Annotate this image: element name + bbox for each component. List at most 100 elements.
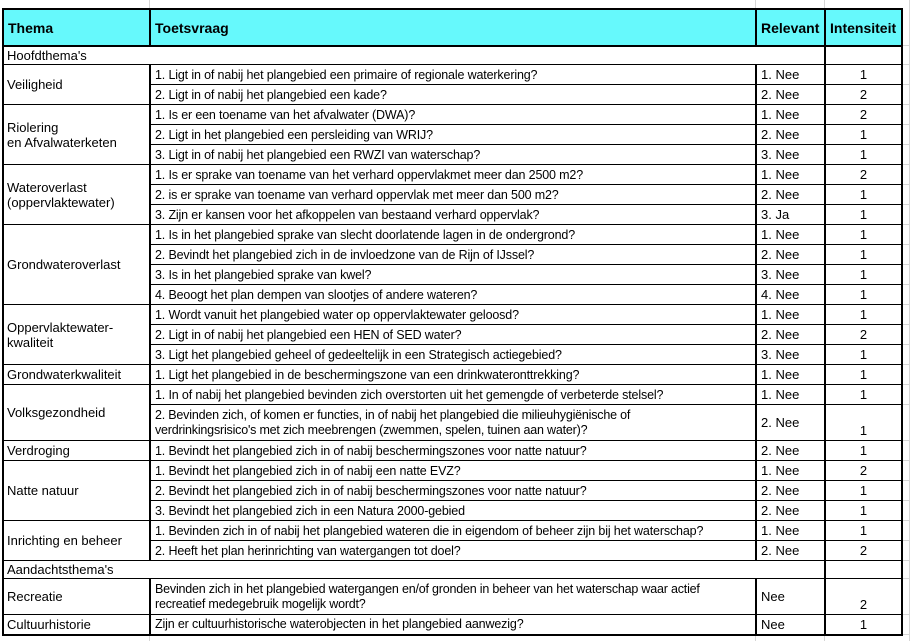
section-label-cell[interactable]: Aandachtsthema's bbox=[2, 560, 826, 579]
relevant-cell[interactable]: 2. Nee bbox=[755, 404, 826, 441]
intensity-cell[interactable]: 2 bbox=[824, 540, 903, 561]
intensity-cell[interactable]: 1 bbox=[824, 384, 903, 405]
intensity-cell[interactable]: 1 bbox=[824, 404, 903, 441]
question-cell[interactable]: 2. is er sprake van toename van verhard … bbox=[149, 184, 757, 205]
intensity-cell[interactable]: 2 bbox=[824, 578, 903, 615]
thema-cell[interactable]: Oppervlaktewater- kwaliteit bbox=[2, 304, 151, 365]
intensity-cell[interactable]: 1 bbox=[824, 244, 903, 265]
thema-cell[interactable]: Verdroging bbox=[2, 440, 151, 461]
question-cell[interactable]: 1. In of nabij het plangebied bevinden z… bbox=[149, 384, 757, 405]
question-cell[interactable]: 3. Is in het plangebied sprake van kwel? bbox=[149, 264, 757, 285]
question-cell[interactable]: 3. Zijn er kansen voor het afkoppelen va… bbox=[149, 204, 757, 225]
question-cell[interactable]: 3. Bevindt het plangebied zich in een Na… bbox=[149, 500, 757, 521]
header-cell-toetsvraag[interactable]: Toetsvraag bbox=[149, 8, 757, 47]
question-cell[interactable]: 1. Bevindt het plangebied zich in of nab… bbox=[149, 460, 757, 481]
question-cell[interactable]: 1. Wordt vanuit het plangebied water op … bbox=[149, 304, 757, 325]
relevant-cell[interactable]: 1. Nee bbox=[755, 460, 826, 481]
question-cell[interactable]: 3. Ligt het plangebied geheel of gedeelt… bbox=[149, 344, 757, 365]
intensity-cell[interactable]: 1 bbox=[824, 284, 903, 305]
question-cell[interactable]: Bevinden zich in het plangebied watergan… bbox=[149, 578, 757, 615]
relevant-cell[interactable]: 3. Nee bbox=[755, 344, 826, 365]
question-cell[interactable]: 2. Bevindt het plangebied zich in de inv… bbox=[149, 244, 757, 265]
relevant-cell[interactable]: 3. Nee bbox=[755, 144, 826, 165]
relevant-cell[interactable]: Nee bbox=[755, 614, 826, 635]
relevant-cell[interactable]: 1. Nee bbox=[755, 104, 826, 125]
thema-cell[interactable]: Recreatie bbox=[2, 578, 151, 615]
relevant-cell[interactable]: 2. Nee bbox=[755, 500, 826, 521]
thema-cell[interactable]: Grondwaterkwaliteit bbox=[2, 364, 151, 385]
intensity-cell[interactable]: 2 bbox=[824, 460, 903, 481]
thema-cell[interactable]: Grondwateroverlast bbox=[2, 224, 151, 305]
question-cell[interactable]: 3. Ligt in of nabij het plangebied een R… bbox=[149, 144, 757, 165]
relevant-cell[interactable]: 2. Nee bbox=[755, 480, 826, 501]
intensity-cell[interactable]: 1 bbox=[824, 204, 903, 225]
relevant-cell[interactable]: 2. Nee bbox=[755, 84, 826, 105]
question-cell[interactable]: 1. Is er een toename van het afvalwater … bbox=[149, 104, 757, 125]
intensity-cell[interactable]: 1 bbox=[824, 264, 903, 285]
thema-cell[interactable]: Volksgezondheid bbox=[2, 384, 151, 441]
intensity-cell[interactable]: 2 bbox=[824, 324, 903, 345]
intensity-cell[interactable]: 1 bbox=[824, 500, 903, 521]
intensity-cell[interactable] bbox=[824, 560, 903, 579]
intensity-cell[interactable]: 1 bbox=[824, 364, 903, 385]
question-cell[interactable]: 1. Is er sprake van toename van het verh… bbox=[149, 164, 757, 185]
relevant-cell[interactable]: 2. Nee bbox=[755, 184, 826, 205]
question-cell[interactable]: 2. Bevindt het plangebied zich in of nab… bbox=[149, 480, 757, 501]
relevant-cell[interactable]: 2. Nee bbox=[755, 440, 826, 461]
relevant-cell[interactable]: 2. Nee bbox=[755, 324, 826, 345]
relevant-cell[interactable]: 1. Nee bbox=[755, 64, 826, 85]
intensity-cell[interactable]: 2 bbox=[824, 104, 903, 125]
question-cell[interactable]: 2. Bevinden zich, of komen er functies, … bbox=[149, 404, 757, 441]
relevant-cell[interactable]: 1. Nee bbox=[755, 384, 826, 405]
intensity-cell[interactable]: 1 bbox=[824, 184, 903, 205]
question-cell[interactable]: 2. Ligt in of nabij het plangebied een H… bbox=[149, 324, 757, 345]
table-row: 2. Bevindt het plangebied zich in of nab… bbox=[3, 480, 903, 501]
thema-cell[interactable]: Natte natuur bbox=[2, 460, 151, 521]
header-cell-intensiteit[interactable]: Intensiteit bbox=[824, 8, 903, 47]
section-label-cell[interactable]: Hoofdthema's bbox=[2, 45, 826, 65]
relevant-cell[interactable]: 4. Nee bbox=[755, 284, 826, 305]
relevant-cell[interactable]: 1. Nee bbox=[755, 164, 826, 185]
question-cell[interactable]: 1. Ligt in of nabij het plangebied een p… bbox=[149, 64, 757, 85]
relevant-cell[interactable]: 3. Ja bbox=[755, 204, 826, 225]
thema-cell[interactable]: Riolering en Afvalwaterketen bbox=[2, 104, 151, 165]
intensity-cell[interactable]: 1 bbox=[824, 440, 903, 461]
intensity-cell[interactable]: 1 bbox=[824, 64, 903, 85]
relevant-cell[interactable]: 1. Nee bbox=[755, 304, 826, 325]
relevant-cell[interactable]: 1. Nee bbox=[755, 224, 826, 245]
intensity-cell[interactable]: 2 bbox=[824, 164, 903, 185]
intensity-cell[interactable]: 1 bbox=[824, 124, 903, 145]
intensity-cell[interactable] bbox=[824, 45, 903, 65]
question-cell[interactable]: 2. Ligt in het plangebied een persleidin… bbox=[149, 124, 757, 145]
question-cell[interactable]: 1. Bevinden zich in of nabij het plangeb… bbox=[149, 520, 757, 541]
header-cell-relevant[interactable]: Relevant bbox=[755, 8, 826, 47]
intensity-cell[interactable]: 1 bbox=[824, 144, 903, 165]
relevant-cell[interactable]: Nee bbox=[755, 578, 826, 615]
gridline bbox=[903, 203, 910, 205]
relevant-cell[interactable]: 1. Nee bbox=[755, 520, 826, 541]
relevant-cell[interactable]: 1. Nee bbox=[755, 364, 826, 385]
question-cell[interactable]: 1. Bevindt het plangebied zich in of nab… bbox=[149, 440, 757, 461]
intensity-cell[interactable]: 1 bbox=[824, 614, 903, 635]
question-cell[interactable]: Zijn er cultuurhistorische waterobjecten… bbox=[149, 614, 757, 635]
thema-cell[interactable]: Inrichting en beheer bbox=[2, 520, 151, 561]
question-cell[interactable]: 2. Ligt in of nabij het plangebied een k… bbox=[149, 84, 757, 105]
intensity-cell[interactable]: 1 bbox=[824, 304, 903, 325]
question-cell[interactable]: 1. Is in het plangebied sprake van slech… bbox=[149, 224, 757, 245]
relevant-cell[interactable]: 3. Nee bbox=[755, 264, 826, 285]
thema-cell[interactable]: Wateroverlast (oppervlaktewater) bbox=[2, 164, 151, 225]
relevant-cell[interactable]: 2. Nee bbox=[755, 124, 826, 145]
question-cell[interactable]: 4. Beoogt het plan dempen van slootjes o… bbox=[149, 284, 757, 305]
question-cell[interactable]: 1. Ligt het plangebied in de bescherming… bbox=[149, 364, 757, 385]
thema-cell[interactable]: Cultuurhistorie bbox=[2, 614, 151, 635]
thema-cell[interactable]: Veiligheid bbox=[2, 64, 151, 105]
intensity-cell[interactable]: 1 bbox=[824, 480, 903, 501]
intensity-cell[interactable]: 1 bbox=[824, 224, 903, 245]
intensity-cell[interactable]: 1 bbox=[824, 520, 903, 541]
intensity-cell[interactable]: 1 bbox=[824, 344, 903, 365]
question-cell[interactable]: 2. Heeft het plan herinrichting van wate… bbox=[149, 540, 757, 561]
intensity-cell[interactable]: 2 bbox=[824, 84, 903, 105]
relevant-cell[interactable]: 2. Nee bbox=[755, 244, 826, 265]
header-cell-thema[interactable]: Thema bbox=[2, 8, 151, 47]
relevant-cell[interactable]: 2. Nee bbox=[755, 540, 826, 561]
